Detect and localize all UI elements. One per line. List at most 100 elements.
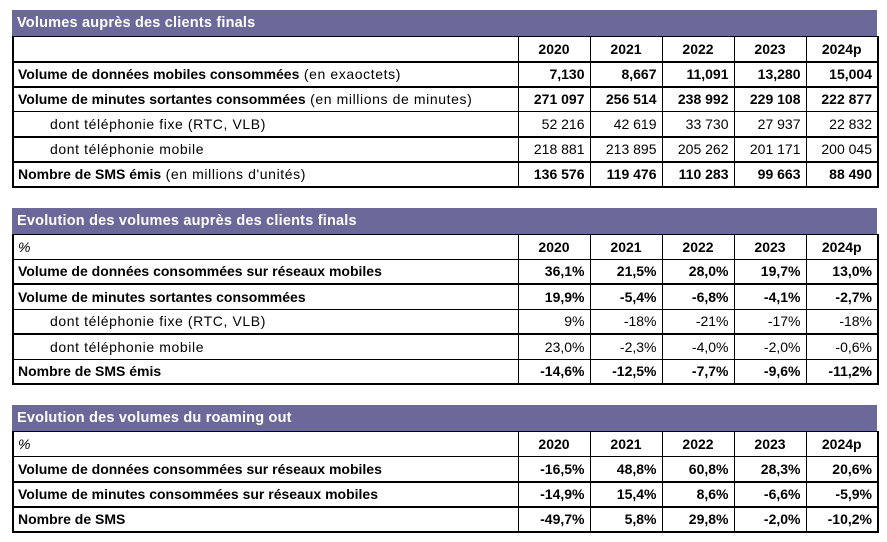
cell-value: 22 832 bbox=[805, 111, 878, 138]
cell-value: -11,2% bbox=[805, 359, 878, 384]
row-label-unit: (en millions d'unités) bbox=[161, 166, 307, 182]
cell-value: -5,9% bbox=[805, 481, 878, 508]
year-header: 2023 bbox=[733, 431, 806, 457]
table-title: Evolution des volumes auprès des clients… bbox=[12, 207, 877, 234]
table-row: dont téléphonie fixe (RTC, VLB) 52 216 4… bbox=[13, 111, 878, 138]
row-label-main: dont téléphonie fixe (RTC, VLB) bbox=[50, 115, 267, 132]
row-label: Nombre de SMS émis (en millions d'unités… bbox=[13, 162, 518, 187]
table-row: Nombre de SMS -49,7% 5,8% 29,8% -2,0% -1… bbox=[13, 506, 878, 532]
row-label-main: Volume de données consommées sur réseaux… bbox=[18, 460, 382, 477]
cell-value: 136 576 bbox=[517, 161, 590, 187]
data-table: 2020 2021 2022 2023 2024p Volume de donn… bbox=[12, 36, 879, 188]
cell-value: -17% bbox=[733, 309, 806, 335]
cell-value: 15,4% bbox=[589, 481, 662, 508]
year-header: 2022 bbox=[661, 36, 734, 63]
cell-value: 271 097 bbox=[517, 86, 590, 112]
year-header-row: 2020 2021 2022 2023 2024p bbox=[13, 36, 878, 63]
row-label: dont téléphonie fixe (RTC, VLB) bbox=[13, 309, 518, 335]
table-row: Volume de données consommées sur réseaux… bbox=[13, 456, 878, 483]
row-label: dont téléphonie fixe (RTC, VLB) bbox=[13, 111, 518, 138]
cell-value: 15,004 bbox=[805, 61, 878, 88]
unit-cell bbox=[13, 36, 518, 63]
cell-value: -16,5% bbox=[517, 456, 590, 483]
cell-value: -0,6% bbox=[805, 334, 878, 360]
cell-value: 201 171 bbox=[733, 136, 806, 163]
data-table: % 2020 2021 2022 2023 2024p Volume de do… bbox=[12, 431, 879, 533]
row-label-main: Volume de données mobiles consommées bbox=[18, 66, 300, 82]
cell-value: 229 108 bbox=[733, 86, 806, 112]
table-row: Volume de minutes consommées sur réseaux… bbox=[13, 481, 878, 508]
cell-value: -4,0% bbox=[661, 334, 734, 360]
cell-value: 238 992 bbox=[661, 86, 734, 112]
cell-value: 42 619 bbox=[589, 111, 662, 138]
row-label-main: Nombre de SMS bbox=[18, 511, 126, 527]
unit-cell: % bbox=[13, 431, 518, 457]
year-header: 2021 bbox=[589, 234, 662, 260]
row-label-main: dont téléphonie mobile bbox=[50, 141, 205, 157]
table-row: Volume de données consommées sur réseaux… bbox=[13, 259, 878, 285]
row-label-main: Volume de données consommées sur réseaux… bbox=[18, 263, 382, 280]
cell-value: -18% bbox=[589, 309, 662, 335]
cell-value: 8,6% bbox=[661, 481, 734, 508]
cell-value: 21,5% bbox=[589, 259, 662, 285]
cell-value: 205 262 bbox=[661, 136, 734, 163]
cell-value: 60,8% bbox=[661, 456, 734, 483]
row-label-main: dont téléphonie mobile bbox=[50, 338, 205, 355]
cell-value: 48,8% bbox=[589, 456, 662, 483]
cell-value: 19,7% bbox=[733, 259, 806, 285]
table-row: dont téléphonie mobile 218 881 213 895 2… bbox=[13, 136, 878, 163]
table-row: dont téléphonie mobile 23,0% -2,3% -4,0%… bbox=[13, 334, 878, 360]
cell-value: 23,0% bbox=[517, 334, 590, 360]
cell-value: -2,0% bbox=[733, 334, 806, 360]
cell-value: -6,6% bbox=[733, 481, 806, 508]
cell-value: 99 663 bbox=[733, 161, 806, 187]
cell-value: 88 490 bbox=[805, 161, 878, 187]
table-row: Nombre de SMS émis (en millions d'unités… bbox=[13, 161, 878, 187]
cell-value: 28,3% bbox=[733, 456, 806, 483]
row-label: dont téléphonie mobile bbox=[13, 136, 518, 163]
table-row: Volume de minutes sortantes consommées (… bbox=[13, 86, 878, 112]
cell-value: -14,9% bbox=[517, 481, 590, 508]
year-header: 2021 bbox=[589, 36, 662, 63]
cell-value: 256 514 bbox=[589, 86, 662, 112]
unit-cell: % bbox=[13, 234, 518, 260]
cell-value: -7,7% bbox=[661, 359, 734, 384]
data-table: % 2020 2021 2022 2023 2024p Volume de do… bbox=[12, 233, 879, 385]
row-label-main: Volume de minutes sortantes consommées bbox=[18, 91, 306, 108]
row-label-unit: (en exaoctets) bbox=[299, 66, 401, 82]
cell-value: -2,3% bbox=[589, 334, 662, 360]
row-label: Volume de données consommées sur réseaux… bbox=[13, 456, 518, 483]
cell-value: 8,667 bbox=[589, 61, 662, 88]
cell-value: 33 730 bbox=[661, 111, 734, 138]
cell-value: 28,0% bbox=[661, 259, 734, 285]
cell-value: -49,7% bbox=[517, 506, 590, 532]
cell-value: 27 937 bbox=[733, 111, 806, 138]
cell-value: -10,2% bbox=[805, 506, 878, 532]
year-header: 2020 bbox=[517, 234, 590, 260]
row-label: Volume de minutes consommées sur réseaux… bbox=[13, 481, 518, 508]
cell-value: -4,1% bbox=[733, 284, 806, 310]
year-header: 2022 bbox=[661, 234, 734, 260]
table-evolution-roaming-out: Evolution des volumes du roaming out % 2… bbox=[12, 405, 879, 533]
year-header: 2021 bbox=[589, 431, 662, 457]
cell-value: 7,130 bbox=[517, 61, 590, 88]
cell-value: 5,8% bbox=[589, 506, 662, 532]
row-label: Volume de données mobiles consommées (en… bbox=[13, 61, 518, 88]
year-header: 2024p bbox=[805, 431, 878, 457]
table-row: Volume de minutes sortantes consommées 1… bbox=[13, 284, 878, 310]
year-header: 2023 bbox=[733, 234, 806, 260]
cell-value: 13,0% bbox=[805, 259, 878, 285]
cell-value: 19,9% bbox=[517, 284, 590, 310]
row-label-main: Volume de minutes sortantes consommées bbox=[18, 288, 306, 305]
year-header: 2024p bbox=[805, 36, 878, 63]
row-label: dont téléphonie mobile bbox=[13, 334, 518, 360]
cell-value: 11,091 bbox=[661, 61, 734, 88]
table-evolution-clients-finals: Evolution des volumes auprès des clients… bbox=[12, 207, 879, 385]
row-label-main: Nombre de SMS émis bbox=[18, 166, 162, 182]
year-header: 2023 bbox=[733, 36, 806, 63]
year-header-row: % 2020 2021 2022 2023 2024p bbox=[13, 234, 878, 260]
cell-value: -9,6% bbox=[733, 359, 806, 384]
year-header: 2020 bbox=[517, 36, 590, 63]
cell-value: -18% bbox=[805, 309, 878, 335]
